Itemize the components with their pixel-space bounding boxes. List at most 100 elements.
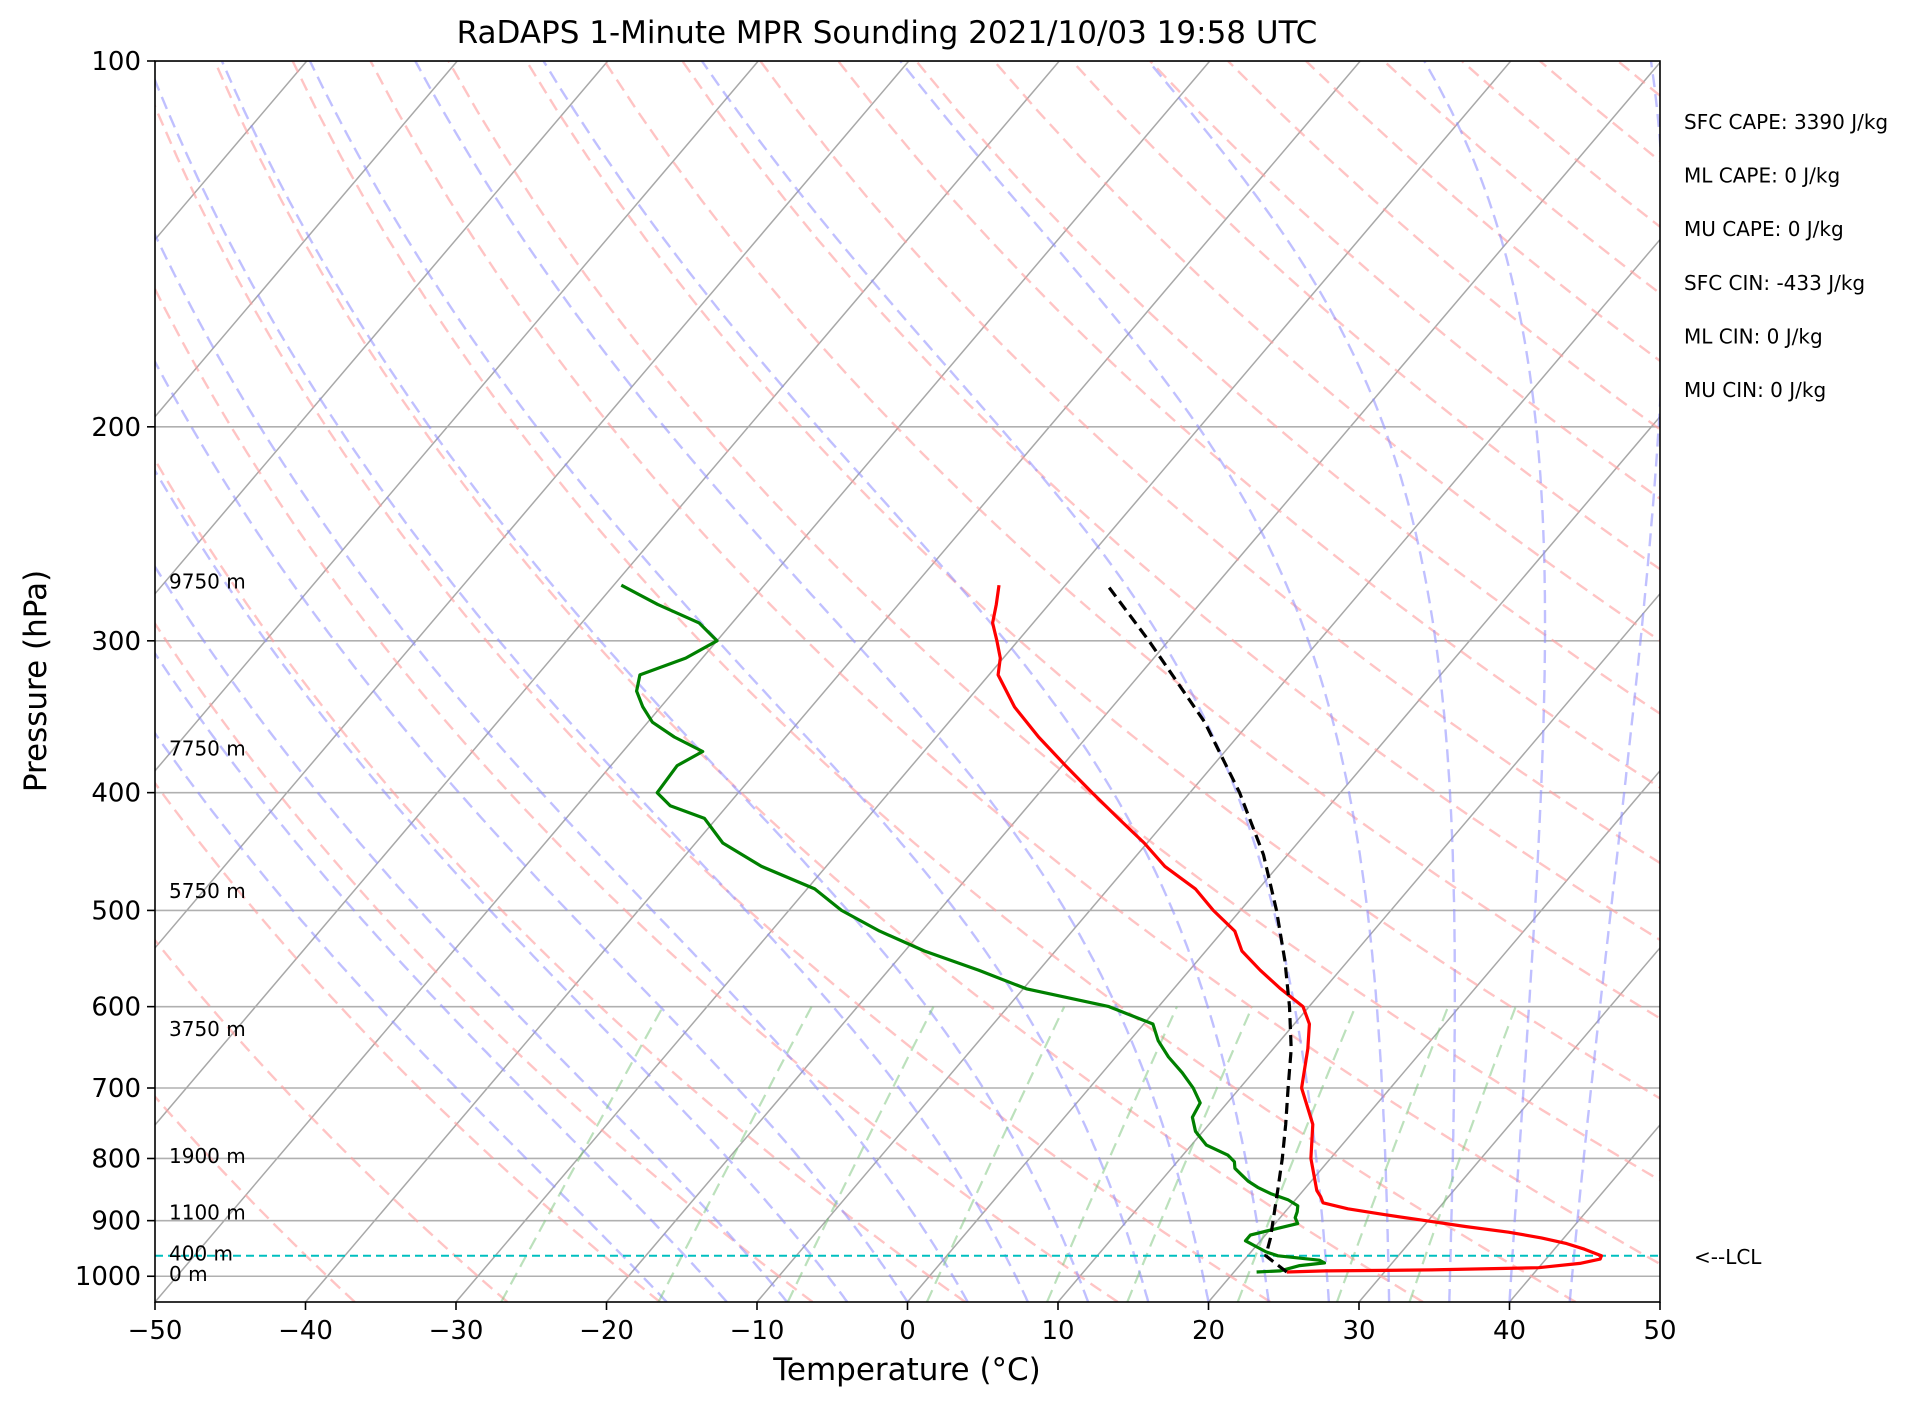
height-labels: 9750 m 7750 m 5750 m 3750 m 1900 m 1100 m 400 … bbox=[169, 569, 246, 1286]
isotherm-line bbox=[1207, 769, 1660, 1302]
x-tick-label: 20 bbox=[1192, 1316, 1225, 1346]
mixing-ratio-lines bbox=[500, 1006, 1517, 1302]
moist-adiabat-line bbox=[1423, 61, 1547, 1302]
dry-adiabat-line bbox=[447, 61, 1660, 1182]
height-label: 0 m bbox=[169, 1262, 208, 1286]
x-tick-label: 0 bbox=[899, 1316, 916, 1346]
y-tick-label: 800 bbox=[91, 1144, 141, 1174]
x-tick-label: −10 bbox=[730, 1316, 785, 1346]
moist-adiabat-line bbox=[155, 231, 969, 1302]
dry-adiabat-line bbox=[213, 61, 1424, 1302]
mixing-ratio-line bbox=[1236, 1006, 1357, 1302]
y-tick-label: 100 bbox=[91, 47, 141, 77]
y-tick-label: 400 bbox=[91, 779, 141, 809]
mixing-ratio-line bbox=[925, 1006, 1066, 1302]
stat-line: MU CIN: 0 J/kg bbox=[1684, 378, 1826, 402]
x-axis-ticks: −50 −40 −30 −20 −10 0 10 20 30 40 50 bbox=[128, 1302, 1677, 1346]
dry-adiabat-line bbox=[993, 61, 1660, 643]
moist-adiabat-line bbox=[542, 61, 1270, 1302]
moist-adiabat-line bbox=[155, 359, 909, 1302]
dry-adiabat-line bbox=[915, 61, 1660, 715]
y-axis-ticks: 100 200 300 400 500 600 700 800 900 1000 bbox=[75, 47, 155, 1292]
mixing-ratio-line bbox=[1335, 1006, 1450, 1302]
stats-panel: SFC CAPE: 3390 J/kg ML CAPE: 0 J/kg MU CAP… bbox=[1684, 110, 1888, 402]
height-label: 400 m bbox=[169, 1242, 233, 1266]
dry-adiabat-line bbox=[155, 457, 966, 1302]
stat-line: ML CIN: 0 J/kg bbox=[1684, 324, 1823, 348]
moist-adiabat-line bbox=[414, 61, 1210, 1302]
sounding-series bbox=[620, 583, 1603, 1274]
dry-adiabat-line bbox=[155, 781, 661, 1302]
parcel-path-line bbox=[1106, 584, 1293, 1274]
x-tick-label: 10 bbox=[1041, 1316, 1074, 1346]
lcl-label: <--LCL bbox=[1694, 1245, 1762, 1269]
height-label: 1100 m bbox=[169, 1200, 246, 1224]
mixing-ratio-line bbox=[1126, 1006, 1254, 1302]
isotherm-line bbox=[155, 61, 1060, 1127]
x-axis-label: Temperature (°C) bbox=[772, 1352, 1041, 1388]
isotherm-line bbox=[1358, 946, 1660, 1302]
height-label: 5750 m bbox=[169, 879, 246, 903]
y-tick-label: 200 bbox=[91, 413, 141, 443]
height-label: 9750 m bbox=[169, 569, 246, 593]
dry-adiabat-line bbox=[525, 61, 1660, 1100]
x-tick-label: 50 bbox=[1643, 1316, 1676, 1346]
y-tick-label: 600 bbox=[91, 993, 141, 1023]
moist-adiabat-line bbox=[155, 77, 1029, 1302]
x-tick-label: −50 bbox=[128, 1316, 183, 1346]
isotherm-line bbox=[155, 61, 458, 418]
moist-adiabat-line bbox=[1568, 61, 1660, 1302]
isotherm-line bbox=[906, 415, 1660, 1302]
moist-adiabat-line bbox=[220, 61, 1090, 1302]
y-tick-label: 500 bbox=[91, 896, 141, 926]
isotherm-line bbox=[1057, 592, 1660, 1302]
mixing-ratio-line bbox=[786, 1006, 935, 1302]
dry-adiabat-line bbox=[837, 61, 1660, 790]
mixing-ratio-line bbox=[1045, 1006, 1179, 1302]
y-tick-label: 700 bbox=[91, 1074, 141, 1104]
x-tick-label: −30 bbox=[429, 1316, 484, 1346]
isotherm-line bbox=[605, 61, 1660, 1302]
stat-line: SFC CIN: -433 J/kg bbox=[1684, 271, 1865, 295]
height-label: 3750 m bbox=[169, 1017, 246, 1041]
moist-adiabat-line bbox=[155, 731, 668, 1302]
isotherm-line bbox=[155, 61, 609, 595]
x-tick-label: 30 bbox=[1342, 1316, 1375, 1346]
y-tick-label: 900 bbox=[91, 1207, 141, 1237]
mixing-ratio-line bbox=[500, 1006, 664, 1302]
mixing-ratio-line bbox=[657, 1006, 813, 1302]
stat-line: ML CAPE: 0 J/kg bbox=[1684, 164, 1840, 188]
isotherm-line bbox=[304, 61, 1361, 1302]
moist-adiabat-line bbox=[155, 651, 728, 1302]
height-label: 1900 m bbox=[169, 1144, 246, 1168]
dry-adiabat-line bbox=[155, 103, 1272, 1302]
y-axis-label: Pressure (hPa) bbox=[18, 570, 54, 792]
dry-adiabat-line bbox=[369, 61, 1660, 1266]
y-tick-label: 1000 bbox=[75, 1262, 141, 1292]
stat-line: SFC CAPE: 3390 J/kg bbox=[1684, 110, 1888, 134]
dry-adiabat-line bbox=[603, 61, 1660, 1020]
dry-adiabat-line bbox=[155, 938, 509, 1302]
x-tick-label: 40 bbox=[1493, 1316, 1526, 1346]
isotherm-line bbox=[155, 61, 759, 772]
x-tick-label: −20 bbox=[579, 1316, 634, 1346]
dry-adiabat-line bbox=[155, 621, 814, 1302]
dry-adiabat-lines bbox=[155, 61, 1660, 1302]
dry-adiabat-line bbox=[291, 61, 1577, 1302]
moist-adiabat-line bbox=[155, 468, 849, 1302]
isotherm-line bbox=[455, 61, 1512, 1302]
moist-adiabat-line bbox=[1147, 61, 1456, 1302]
isotherm-line bbox=[155, 61, 910, 950]
stat-line: MU CAPE: 0 J/kg bbox=[1684, 217, 1844, 241]
dewpoint-line bbox=[620, 583, 1327, 1274]
moist-adiabat-line bbox=[308, 61, 1150, 1302]
dry-adiabat-line bbox=[155, 1094, 356, 1302]
mixing-ratio-line bbox=[1408, 1006, 1517, 1302]
x-tick-label: −40 bbox=[278, 1316, 333, 1346]
moist-adiabat-line bbox=[700, 61, 1331, 1302]
height-label: 7750 m bbox=[169, 737, 246, 761]
temperature-line bbox=[991, 584, 1603, 1274]
dry-adiabat-line bbox=[155, 286, 1119, 1302]
